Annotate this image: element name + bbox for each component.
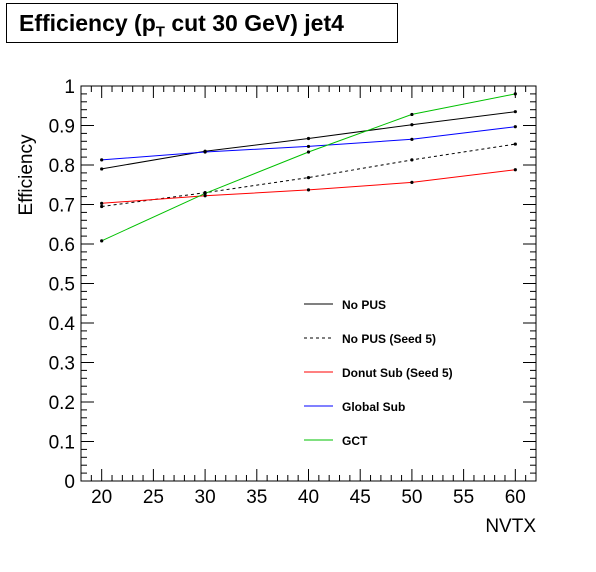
data-point — [513, 142, 517, 146]
y-tick-label: 0.5 — [49, 275, 75, 296]
legend-label: No PUS (Seed 5) — [342, 332, 436, 346]
y-tick-label: 0.8 — [49, 156, 75, 177]
y-tick-label: 0.4 — [49, 314, 76, 335]
axis-ticks — [81, 85, 536, 482]
data-point — [513, 168, 517, 172]
legend-label: No PUS — [342, 298, 386, 312]
data-point — [410, 158, 414, 162]
data-point — [100, 204, 104, 209]
legend-label: Donut Sub (Seed 5) — [342, 366, 453, 380]
x-tick-label: 55 — [453, 487, 474, 508]
data-point — [100, 167, 104, 171]
y-tick-label: 0.3 — [49, 354, 75, 375]
data-point — [306, 144, 311, 149]
chart-title-subscript: T — [155, 23, 165, 41]
y-tick-label: 0.9 — [49, 117, 75, 138]
y-axis-title: Efficiency — [16, 134, 37, 215]
y-tick-label: 0 — [64, 472, 75, 493]
x-tick-label: 20 — [91, 487, 112, 508]
data-point — [203, 150, 207, 154]
data-point — [100, 201, 104, 205]
x-tick-label: 60 — [505, 487, 526, 508]
data-point — [306, 136, 311, 141]
y-tick-label: 0.7 — [49, 196, 75, 217]
data-point — [410, 112, 414, 117]
legend-label: Global Sub — [342, 400, 405, 414]
series-line — [101, 93, 516, 242]
chart-title-rest: cut 30 GeV) jet4 — [164, 10, 344, 36]
legend: No PUS No PUS (Seed 5) Donut Sub (Seed 5) G… — [304, 298, 453, 448]
data-point — [306, 150, 311, 154]
x-tick-label: 50 — [401, 487, 422, 508]
data-point — [410, 180, 414, 184]
tick-labels: 20 25 30 35 40 45 50 55 60 0 0.1 0.2 0.3 0.4 0.5 0.6 0.7… — [49, 77, 526, 508]
series-line — [101, 111, 516, 170]
y-tick-label: 0.2 — [49, 393, 75, 414]
data-point — [410, 137, 414, 141]
y-tick-label: 0.6 — [49, 235, 75, 256]
series-line — [101, 143, 516, 207]
data-point — [203, 194, 207, 198]
y-tick-label: 1 — [64, 77, 75, 98]
data-point — [100, 158, 104, 162]
data-point — [306, 188, 311, 192]
x-tick-label: 30 — [195, 487, 216, 508]
data-point — [513, 110, 517, 114]
x-tick-label: 35 — [246, 487, 267, 508]
series-line — [101, 126, 516, 161]
chart-title: Efficiency (pT cut 30 GeV) jet4 — [19, 10, 344, 41]
data-point — [306, 176, 311, 180]
data-point — [410, 123, 414, 127]
x-tick-label: 45 — [350, 487, 371, 508]
data-point — [513, 125, 517, 129]
y-tick-label: 0.1 — [49, 433, 75, 454]
title-box: Efficiency (pT cut 30 GeV) jet4 — [6, 3, 398, 43]
x-tick-label: 40 — [298, 487, 319, 508]
legend-label: GCT — [342, 434, 368, 448]
data-point — [513, 92, 517, 96]
x-axis-title: NVTX — [485, 516, 536, 537]
x-tick-label: 25 — [143, 487, 164, 508]
series-layer — [100, 92, 517, 243]
plot-frame — [80, 85, 537, 482]
data-point — [100, 239, 104, 243]
chart-title-main: Efficiency (p — [19, 10, 156, 36]
data-point — [203, 191, 207, 196]
